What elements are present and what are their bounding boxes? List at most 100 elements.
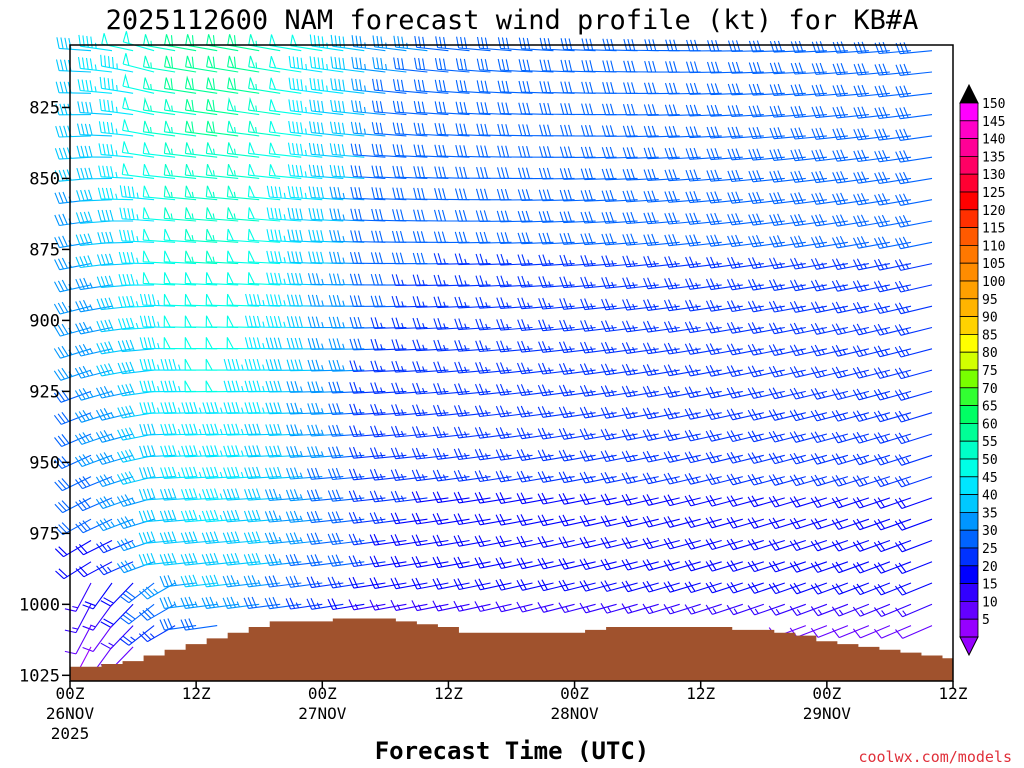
wind-barb [581,38,617,52]
wind-barb [138,582,176,600]
wind-barb [306,597,344,610]
wind-barb [286,445,323,458]
wind-barb [558,362,596,375]
colorbar-label: 95 [982,293,998,308]
wind-barb [184,315,218,329]
wind-barb [53,411,92,425]
wind-barb [329,121,365,137]
colorbar-cell [959,155,979,175]
wind-barb [53,301,92,315]
wind-barb [350,143,386,158]
wind-barb [370,382,407,394]
wind-barb [348,533,386,546]
wind-barb [748,62,785,75]
wind-barb [180,596,218,609]
wind-barb [852,388,891,401]
wind-barb [789,409,828,422]
wind-barb [117,383,155,397]
wind-barb [894,432,933,445]
colorbar-cell [959,512,979,531]
x-date-label: 29NOV [803,704,852,723]
wind-barb [119,625,155,646]
wind-barb [348,511,386,524]
wind-barb [138,509,176,523]
wind-barb [873,475,912,488]
wind-barb [96,319,134,333]
colorbar-label: 120 [982,204,1005,219]
wind-barb [184,250,218,265]
wind-barb [391,274,428,286]
wind-barb [286,402,323,415]
wind-barb [350,208,386,222]
wind-barb [138,603,176,621]
wind-barb [643,147,680,160]
wind-barb [432,491,470,504]
wind-barb [371,208,407,222]
wind-barb [580,276,617,289]
wind-barb [329,143,365,158]
wind-barb [874,258,912,271]
wind-barb [517,254,554,266]
wind-barb [874,85,912,98]
wind-barb [874,236,912,249]
wind-barb [895,42,933,55]
wind-barb [748,148,785,161]
wind-barb [222,488,260,501]
wind-barb [248,55,281,73]
wind-barb [349,425,386,438]
wind-barb [412,317,449,330]
wind-barb [245,293,281,307]
wind-barb [642,494,680,506]
wind-barb [684,321,722,334]
wind-barb [811,62,848,75]
wind-barb [623,82,659,95]
wind-barb [537,384,575,397]
wind-barb [142,207,176,222]
wind-barb [184,99,218,116]
wind-barb [497,123,533,137]
wind-barb [247,120,281,137]
chart-title: 2025112600 NAM forecast wind profile (kt… [106,5,919,36]
wind-barb [411,512,449,525]
wind-barb [895,128,933,141]
wind-barb [602,60,638,73]
wind-barb [727,148,764,161]
wind-barb [454,318,491,331]
y-tick-label: 1025 [19,666,60,686]
wind-barb [663,559,701,572]
wind-barb [769,235,806,248]
wind-barb [205,315,239,329]
colorbar-label: 75 [982,364,998,379]
wind-barb [894,410,933,423]
wind-barb [223,380,260,393]
colorbar-label: 65 [982,400,998,415]
wind-barb [643,277,680,290]
wind-barb [100,54,134,73]
wind-barb [285,597,323,610]
wind-barb [392,165,428,179]
colorbar-cell [959,280,979,300]
wind-barb [181,466,218,479]
wind-barb [560,59,596,73]
wind-barb [433,339,470,352]
wind-barb [411,491,449,503]
wind-barb [56,37,92,52]
wind-barb [832,258,870,271]
wind-barb [726,321,764,334]
wind-barb [184,272,218,286]
wind-barb [372,35,407,52]
wind-barb [98,121,134,137]
wind-barb [118,251,155,265]
wind-barb [285,510,323,523]
wind-barb [831,539,870,552]
wind-barb [307,338,344,350]
wind-barb [222,596,260,609]
wind-barb [453,405,491,417]
wind-barb [453,534,491,547]
wind-barb [852,410,891,422]
wind-barb [243,509,281,523]
wind-barb [226,207,260,222]
wind-barb [516,470,554,483]
wind-barb [100,625,134,650]
wind-barb [117,471,155,485]
